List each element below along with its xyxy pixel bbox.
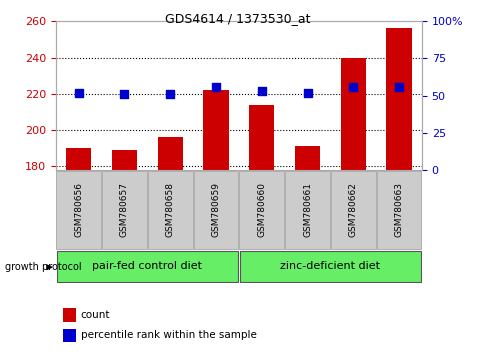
Text: GSM780656: GSM780656 [74, 182, 83, 237]
Bar [157, 137, 182, 170]
Bar [239, 251, 420, 281]
Bar [386, 28, 411, 170]
Point [212, 84, 219, 90]
Bar [285, 171, 329, 249]
Text: count: count [80, 310, 110, 320]
Point [166, 91, 174, 97]
Bar [57, 251, 238, 281]
Text: GSM780661: GSM780661 [302, 182, 311, 237]
Bar [294, 146, 319, 170]
Bar [56, 171, 101, 249]
Bar [112, 150, 137, 170]
Text: GSM780663: GSM780663 [394, 182, 403, 237]
Text: GDS4614 / 1373530_at: GDS4614 / 1373530_at [165, 12, 310, 25]
Bar [66, 148, 91, 170]
Text: GSM780660: GSM780660 [257, 182, 266, 237]
Bar [148, 171, 192, 249]
Point [75, 90, 82, 96]
Text: GSM780657: GSM780657 [120, 182, 129, 237]
Text: GSM780659: GSM780659 [211, 182, 220, 237]
Point [348, 84, 356, 90]
Text: growth protocol: growth protocol [5, 262, 81, 272]
Text: GSM780658: GSM780658 [166, 182, 174, 237]
Text: zinc-deficient diet: zinc-deficient diet [280, 261, 379, 271]
Text: GSM780662: GSM780662 [348, 182, 357, 237]
Text: pair-fed control diet: pair-fed control diet [92, 261, 202, 271]
Bar [239, 171, 284, 249]
Bar [249, 105, 274, 170]
Bar [63, 329, 76, 342]
Point [257, 88, 265, 94]
Bar [340, 57, 365, 170]
Bar [203, 90, 228, 170]
Point [121, 91, 128, 97]
Bar [330, 171, 375, 249]
Bar [63, 308, 76, 321]
Bar [376, 171, 421, 249]
Point [303, 90, 311, 96]
Text: percentile rank within the sample: percentile rank within the sample [80, 330, 256, 341]
Bar [102, 171, 147, 249]
Bar [193, 171, 238, 249]
Point [394, 84, 402, 90]
